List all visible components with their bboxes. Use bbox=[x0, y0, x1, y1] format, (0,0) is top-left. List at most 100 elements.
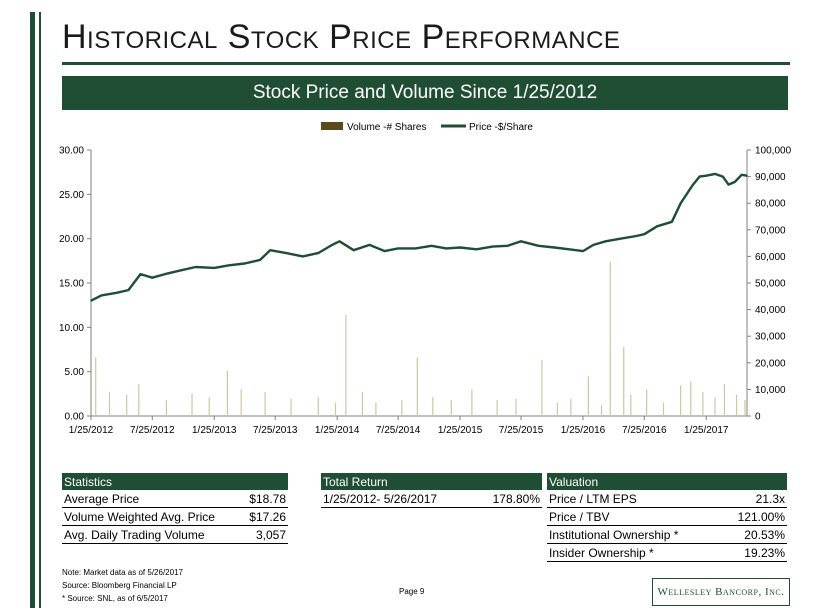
right-tick-label: 90,000 bbox=[755, 172, 786, 183]
price-point bbox=[90, 299, 92, 302]
valuation-table: Valuation Price / LTM EPS 21.3x Price / TB… bbox=[547, 473, 787, 562]
right-tick-label: 70,000 bbox=[755, 225, 786, 236]
valuation-row: Institutional Ownership * 20.53% bbox=[547, 525, 787, 544]
statistics-label: Volume Weighted Avg. Price bbox=[62, 507, 241, 526]
price-point bbox=[537, 244, 540, 247]
price-point bbox=[520, 240, 522, 243]
statistics-label: Avg. Daily Trading Volume bbox=[62, 525, 241, 544]
price-point bbox=[459, 246, 461, 249]
price-point bbox=[317, 252, 320, 254]
valuation-label: Price / TBV bbox=[547, 507, 721, 526]
price-point bbox=[475, 248, 478, 251]
right-tick-label: 80,000 bbox=[755, 199, 786, 210]
valuation-row: Price / LTM EPS 21.3x bbox=[547, 490, 787, 508]
price-point bbox=[619, 237, 622, 240]
total-return-value: 178.80% bbox=[475, 490, 542, 508]
volume-bar bbox=[432, 397, 434, 416]
price-point bbox=[734, 181, 736, 183]
price-point bbox=[582, 250, 584, 252]
right-tick-label: 10,000 bbox=[755, 385, 786, 396]
price-point bbox=[705, 174, 708, 177]
statistics-label: Average Price bbox=[62, 490, 241, 508]
left-tick-label: 15.00 bbox=[59, 279, 84, 290]
volume-bar bbox=[264, 392, 266, 416]
right-tick-label: 30,000 bbox=[755, 332, 786, 343]
footnote-source: Source: Bloomberg Financial LP bbox=[62, 581, 177, 590]
price-point bbox=[679, 202, 682, 204]
price-point bbox=[100, 294, 103, 297]
price-point bbox=[430, 244, 433, 247]
left-tick-label: 10.00 bbox=[59, 323, 84, 334]
volume-bar bbox=[714, 397, 716, 416]
price-point bbox=[656, 225, 658, 228]
left-accent-bar bbox=[30, 12, 35, 608]
price-point bbox=[243, 262, 246, 265]
x-tick-label: 7/25/2015 bbox=[499, 425, 544, 436]
price-point bbox=[643, 233, 646, 236]
price-point bbox=[671, 221, 673, 223]
volume-bar bbox=[290, 398, 292, 416]
volume-bar bbox=[226, 370, 228, 416]
volume-bar bbox=[317, 397, 319, 416]
volume-bar bbox=[744, 400, 746, 416]
price-point bbox=[604, 240, 607, 243]
price-point bbox=[397, 247, 399, 250]
volume-bar bbox=[587, 376, 589, 416]
volume-bar bbox=[401, 400, 403, 416]
total-return-row: 1/25/2012- 5/26/2017 178.80% bbox=[321, 490, 542, 508]
volume-bar bbox=[191, 393, 193, 416]
price-point bbox=[284, 252, 287, 254]
valuation-header: Valuation bbox=[547, 473, 787, 490]
statistics-header: Statistics bbox=[62, 473, 288, 490]
volume-bar bbox=[556, 402, 559, 416]
volume-bar bbox=[334, 402, 337, 416]
price-point bbox=[727, 183, 730, 186]
stock-chart: 0.00 5.00 10.00 15.00 20.00 25.00 30.00 0 10,000… bbox=[59, 122, 792, 436]
total-return-header: Total Return bbox=[321, 473, 542, 490]
price-point bbox=[164, 273, 166, 275]
price-point bbox=[691, 184, 694, 187]
chart-banner: Stock Price and Volume Since 1/25/2012 bbox=[62, 76, 788, 110]
x-tick-label: 7/25/2014 bbox=[376, 425, 421, 436]
volume-bar bbox=[126, 394, 128, 416]
statistics-row: Avg. Daily Trading Volume 3,057 bbox=[62, 525, 288, 544]
statistics-row: Volume Weighted Avg. Price $17.26 bbox=[62, 507, 288, 526]
footnote-snl: * Source: SNL, as of 6/5/2017 bbox=[62, 594, 168, 603]
price-point bbox=[568, 248, 570, 251]
volume-bar bbox=[345, 314, 347, 416]
valuation-value: 21.3x bbox=[720, 490, 787, 508]
volume-bar bbox=[165, 400, 168, 416]
valuation-value: 20.53% bbox=[720, 525, 787, 544]
volume-bar bbox=[690, 381, 692, 416]
price-point bbox=[151, 276, 154, 279]
valuation-value: 121.00% bbox=[720, 507, 787, 526]
volume-bar bbox=[646, 389, 648, 416]
price-point bbox=[445, 247, 448, 250]
price-point bbox=[506, 244, 509, 247]
x-tick-label: 1/25/2016 bbox=[561, 425, 606, 436]
volume-bar bbox=[496, 400, 498, 416]
statistics-value: 3,057 bbox=[240, 525, 288, 544]
volume-bar bbox=[108, 392, 111, 416]
price-point bbox=[228, 264, 230, 267]
title-underline bbox=[62, 62, 790, 65]
price-point bbox=[491, 245, 494, 248]
price-point bbox=[139, 273, 142, 275]
volume-bar bbox=[609, 261, 611, 416]
volume-bar bbox=[541, 360, 543, 416]
company-logo: Wellesley Bancorp, Inc. bbox=[652, 578, 790, 606]
page-title: Historical Stock Price Performance bbox=[62, 18, 621, 56]
price-point bbox=[714, 173, 716, 175]
x-tick-label: 1/25/2014 bbox=[315, 425, 360, 436]
right-tick-label: 40,000 bbox=[755, 305, 786, 316]
volume-bar bbox=[471, 389, 473, 416]
x-tick-label: 7/25/2012 bbox=[130, 425, 175, 436]
left-tick-label: 20.00 bbox=[59, 234, 84, 245]
price-point bbox=[553, 246, 556, 249]
price-point bbox=[331, 244, 333, 246]
volume-bar bbox=[361, 392, 364, 416]
page-number: Page 9 bbox=[399, 587, 425, 596]
statistics-value: $17.26 bbox=[240, 507, 288, 526]
left-tick-label: 25.00 bbox=[59, 190, 84, 201]
volume-bar bbox=[240, 389, 242, 416]
